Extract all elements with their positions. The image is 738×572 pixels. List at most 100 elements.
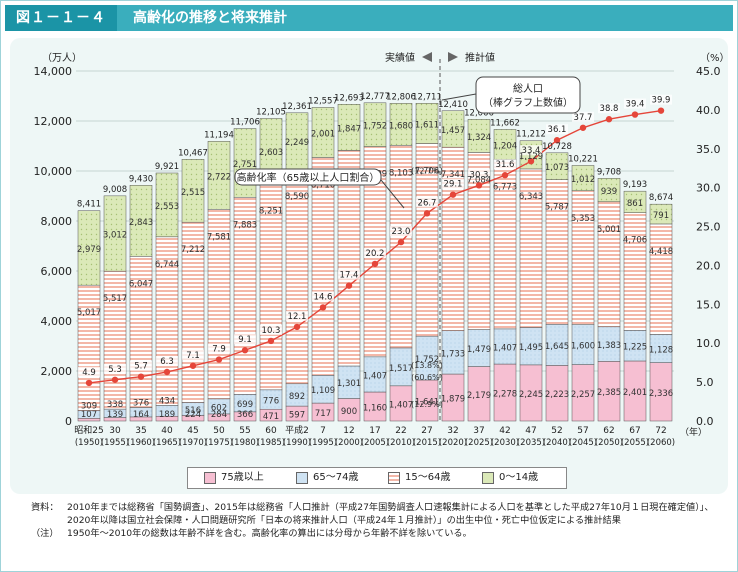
aging-rate-point xyxy=(631,111,639,118)
bar-segment-0-14-value: 2,843 xyxy=(129,218,153,228)
figure-title: 高齢化の推移と将来推計 xyxy=(133,10,287,26)
bar-segment-75plus-value: 2,385 xyxy=(597,388,621,398)
legend-swatch-65-74 xyxy=(296,472,308,484)
bar-total-label: 11,194 xyxy=(204,130,234,140)
bar-segment-15-64-value: 6,744 xyxy=(155,260,179,270)
bar-total-label: 9,430 xyxy=(129,174,153,184)
figure-header-bar xyxy=(5,5,733,31)
bar-total-label: 12,557 xyxy=(308,96,338,106)
bar-segment-0-14-value: 861 xyxy=(627,199,643,209)
x-tick-year-label: (2025) xyxy=(465,438,493,448)
aging-rate-point xyxy=(293,323,301,331)
x-tick-year-label: (2010) xyxy=(387,438,415,448)
x-tick-era-label: 57 xyxy=(577,426,588,436)
aging-rate-value: 12.1 xyxy=(288,312,307,322)
bar-segment-65-74-value: 1,109 xyxy=(311,386,335,396)
bar-total-label: 11,706 xyxy=(230,118,260,128)
x-tick-year-label: (2020) xyxy=(439,438,467,448)
x-tick-era-label: 67 xyxy=(629,426,640,436)
aging-rate-label-bg xyxy=(494,159,516,170)
aging-rate-value: 6.3 xyxy=(160,357,174,367)
bar-segment-65-74-value: 1,479 xyxy=(467,345,491,355)
bar-segment-15-64-value: 7,883 xyxy=(233,220,257,230)
bar-segment-0-14-value: 1,752 xyxy=(363,122,387,132)
aging-rate-value: 37.7 xyxy=(574,113,593,123)
y-right-tick-label: 35.0 xyxy=(696,143,721,156)
bar-segment-75plus-value: 164 xyxy=(133,410,149,420)
x-tick-year-label: (1950) xyxy=(75,438,103,448)
bar-segment-15-64-value: 8,590 xyxy=(285,192,309,202)
bar-segment-0-14 xyxy=(623,190,647,213)
x-tick-year-label: (1985) xyxy=(257,438,285,448)
total-callout-box xyxy=(475,76,581,114)
bar-segment-65-74-value: 376 xyxy=(133,399,149,409)
x-tick-year-label: (1970) xyxy=(179,438,207,448)
bar-total-label: 9,193 xyxy=(623,180,647,190)
x-tick-era-label: 7 xyxy=(320,426,326,436)
rate-callout-box xyxy=(234,168,382,186)
y-right-tick-label: 30.0 xyxy=(696,182,721,195)
bar-segment-75plus-value: 2,223 xyxy=(545,390,569,400)
bar-segment-15-64-value: 5,517 xyxy=(103,294,127,304)
aging-rate-label-bg xyxy=(598,103,620,114)
bar-segment-0-14-value: 1,204 xyxy=(493,142,517,152)
y-left-tick-label: 6,000 xyxy=(41,265,73,278)
aging-rate-point xyxy=(657,107,665,114)
bar-segment-0-14 xyxy=(103,195,127,272)
x-tick-era-label: 50 xyxy=(213,426,225,436)
aging-rate-label-bg xyxy=(234,334,256,345)
chart-panel: 4.9 5.3 5.7 6.3 7.1 7.9 9.1 10.3 12.1 14.6 17.4 20.… xyxy=(10,38,728,494)
bar-segment-0-14 xyxy=(311,107,335,158)
bar-segment-65-74-value: 1,600 xyxy=(571,342,595,352)
aging-rate-point xyxy=(501,172,509,179)
x-tick-year-label: (1990) xyxy=(283,438,311,448)
bar-segment-0-14 xyxy=(571,165,595,191)
aging-rate-label-bg xyxy=(468,169,490,180)
bar-total-label: 12,711 xyxy=(412,92,442,102)
bar-total-label: 9,921 xyxy=(155,162,179,172)
x-tick-era-label: 32 xyxy=(447,426,458,436)
x-tick-era-label: 45 xyxy=(187,426,198,436)
bar-segment-15-64-value: 8,103 xyxy=(389,168,413,178)
aging-rate-value: 7.1 xyxy=(186,351,200,361)
aging-rate-label-bg xyxy=(364,247,386,258)
y-left-tick-label: 8,000 xyxy=(41,215,73,228)
x-tick-era-label: 17 xyxy=(369,426,380,436)
x-tick-era-label: 37 xyxy=(473,426,484,436)
aging-rate-label-bg xyxy=(260,324,282,335)
x-tick-era-label: 55 xyxy=(239,426,250,436)
aging-rate-label-bg xyxy=(650,94,672,105)
bar-segment-0-14-value: 2,979 xyxy=(77,245,101,255)
aging-rate-value: 29.1 xyxy=(444,180,463,190)
y-left-tick-label: 0 xyxy=(65,415,72,428)
bar-total-label: 9,708 xyxy=(597,167,621,177)
bar-layer xyxy=(77,102,673,422)
bar-segment-65-74-value: 1,383 xyxy=(597,341,621,351)
y-right-tick-label: 40.0 xyxy=(696,104,721,117)
bar-segment-0-14-value: 2,722 xyxy=(207,172,231,182)
bar-total-label: 8,411 xyxy=(77,200,101,210)
bar-segment-65-74-value: 892 xyxy=(289,392,305,402)
bar-segment-75plus-value: 139 xyxy=(107,410,123,420)
x-tick-era-label: 52 xyxy=(551,426,562,436)
aging-rate-label-bg xyxy=(520,145,542,156)
bar-segment-0-14-value: 1,073 xyxy=(545,163,569,173)
aging-rate-label-bg xyxy=(156,356,178,366)
bar-segment-65-74-value: 1,495 xyxy=(519,343,543,353)
bar-segment-0-14-value: 2,001 xyxy=(311,129,335,139)
aging-rate-value: 31.6 xyxy=(496,160,515,170)
bar-segment-75plus-value: 1,641 xyxy=(415,397,439,407)
x-tick-year-label: (2055) xyxy=(621,438,649,448)
actual-arrow-icon xyxy=(422,52,432,62)
x-tick-era-label: 40 xyxy=(161,426,173,436)
bar-segment-0-14 xyxy=(597,178,621,203)
x-tick-year-label: (1960) xyxy=(127,438,155,448)
note-remark: （注） 1950年～2010年の総数は年齢不詳を含む。高齢化率の算出には分母から… xyxy=(31,527,731,540)
aging-rate-label-bg xyxy=(442,178,464,189)
aging-rate-value: 39.4 xyxy=(626,100,645,110)
aging-rate-label-bg xyxy=(338,269,360,280)
bar-segment-65-74-value: 1,752 xyxy=(415,355,439,365)
bar-segment-65-74-value: 434 xyxy=(159,396,175,406)
total-callout-line2: （棒グラフ上数値） xyxy=(483,96,573,109)
bar-segment-75plus-value: 1,879 xyxy=(441,395,465,405)
